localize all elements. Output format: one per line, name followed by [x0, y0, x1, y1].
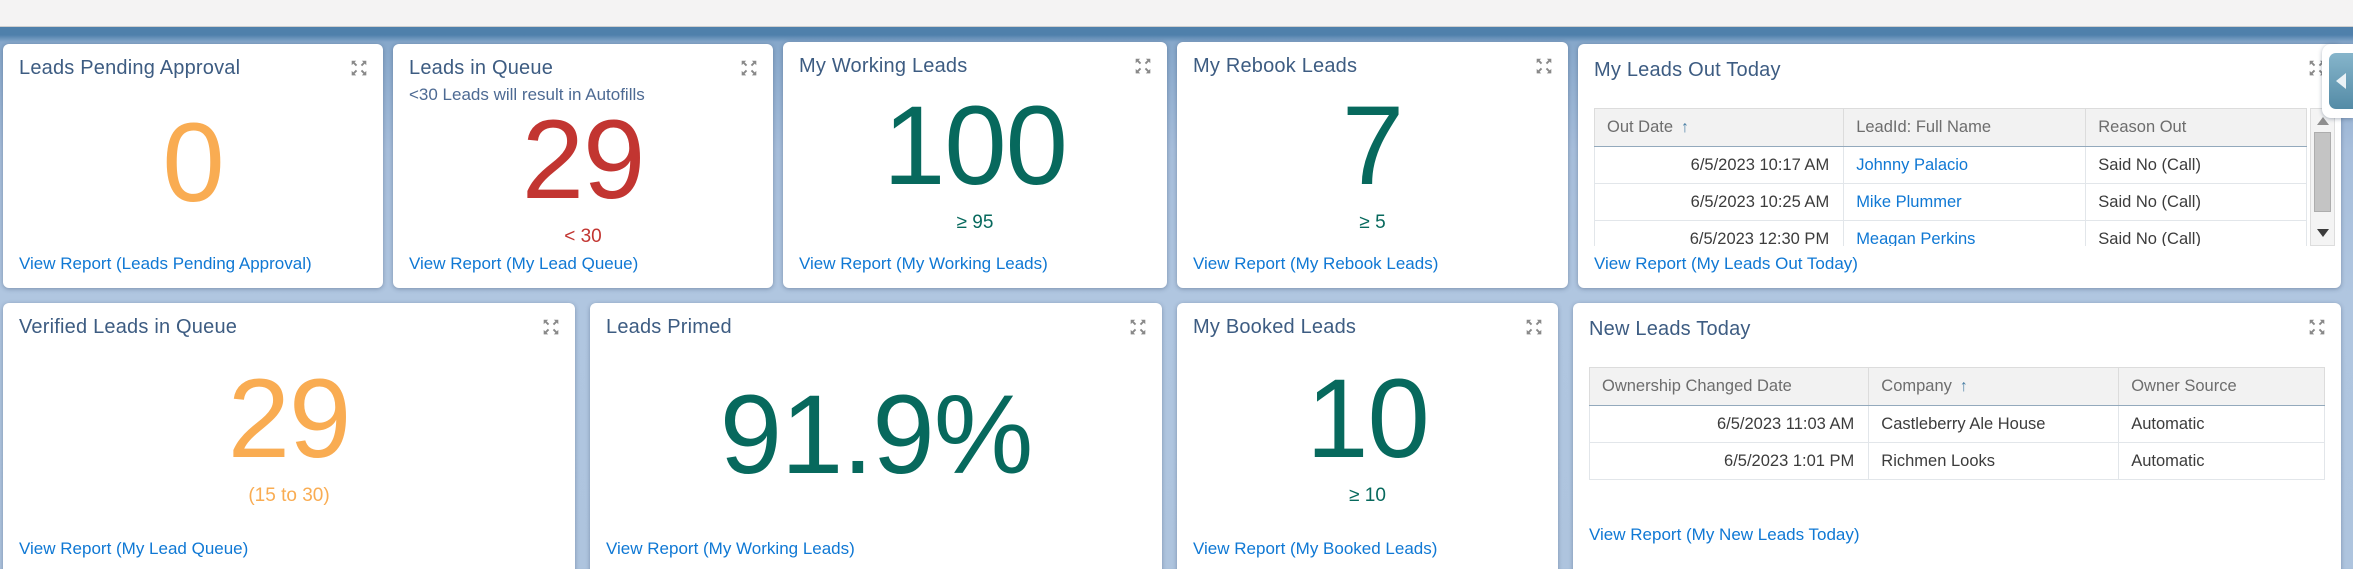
- lead-name-link[interactable]: Mike Plummer: [1843, 183, 2087, 221]
- metric-threshold: (15 to 30): [248, 485, 330, 506]
- metric-threshold: ≥ 95: [956, 212, 994, 233]
- card-my-booked-leads: My Booked Leads 10 ≥ 10 View Report (My …: [1177, 303, 1558, 569]
- ownership-changed-date-cell: 6/5/2023 11:03 AM: [1588, 405, 1870, 443]
- view-report-link[interactable]: View Report (My Leads Out Today): [1594, 254, 1858, 273]
- column-header-out-date[interactable]: Out Date ↑: [1594, 108, 1845, 147]
- card-title: Leads in Queue: [409, 57, 554, 79]
- column-header-owner-source[interactable]: Owner Source: [2118, 367, 2325, 406]
- card-my-rebook-leads: My Rebook Leads 7 ≥ 5 View Report (My Re…: [1177, 42, 1568, 288]
- card-my-leads-out-today: My Leads Out Today Out Date ↑ LeadId: Ful…: [1578, 44, 2341, 288]
- table-header-row: Ownership Changed Date Company ↑ Owner So…: [1588, 367, 2325, 406]
- view-report-link[interactable]: View Report (My Working Leads): [606, 539, 855, 558]
- card-new-leads-today: New Leads Today Ownership Changed Date C…: [1573, 303, 2341, 569]
- card-title: Leads Primed: [606, 316, 732, 338]
- metric-threshold: < 30: [564, 225, 602, 247]
- metric-value: 91.9%: [719, 372, 1034, 497]
- company-cell: Castleberry Ale House: [1868, 405, 2120, 443]
- side-panel-pocket: [2322, 44, 2353, 118]
- scroll-up-button[interactable]: [2311, 111, 2334, 131]
- card-title: My Leads Out Today: [1594, 59, 1781, 81]
- view-report-link[interactable]: View Report (My Rebook Leads): [1193, 254, 1439, 273]
- column-header-leadid-full-name[interactable]: LeadId: Full Name: [1843, 108, 2087, 147]
- metric-value: 100: [883, 83, 1068, 208]
- company-cell: Richmen Looks: [1868, 442, 2120, 480]
- expand-icon[interactable]: [740, 59, 758, 77]
- metric-value: 29: [227, 356, 352, 481]
- metric-threshold: ≥ 10: [1349, 485, 1386, 506]
- view-report-link[interactable]: View Report (My Working Leads): [799, 254, 1048, 273]
- expand-icon[interactable]: [2308, 318, 2326, 336]
- expand-icon[interactable]: [1535, 57, 1553, 75]
- lead-name-link[interactable]: Meagan Perkins: [1843, 220, 2087, 246]
- column-header-reason-out[interactable]: Reason Out: [2085, 108, 2307, 147]
- reason-out-cell: Said No (Call): [2085, 220, 2307, 246]
- metric-value: 10: [1306, 356, 1430, 481]
- reason-out-cell: Said No (Call): [2085, 146, 2307, 184]
- table-row: 6/5/2023 1:01 PM Richmen Looks Automatic: [1588, 442, 2325, 480]
- view-report-link[interactable]: View Report (My Lead Queue): [19, 539, 249, 558]
- card-verified-leads-in-queue: Verified Leads in Queue 29 (15 to 30) Vi…: [3, 303, 575, 569]
- expand-icon[interactable]: [350, 59, 368, 77]
- card-title: Leads Pending Approval: [19, 57, 241, 79]
- column-header-ownership-changed-date[interactable]: Ownership Changed Date: [1588, 367, 1870, 406]
- top-bar: [0, 0, 2353, 27]
- sort-ascending-icon: ↑: [1681, 119, 1690, 136]
- scroll-down-button[interactable]: [2311, 223, 2334, 243]
- out-date-cell: 6/5/2023 12:30 PM: [1594, 220, 1845, 246]
- metric-threshold: ≥ 5: [1359, 212, 1386, 233]
- card-leads-primed: Leads Primed 91.9% View Report (My Worki…: [590, 303, 1162, 569]
- card-leads-pending-approval: Leads Pending Approval 0 View Report (Le…: [3, 44, 383, 288]
- out-date-cell: 6/5/2023 10:25 AM: [1594, 183, 1845, 221]
- column-header-company[interactable]: Company ↑: [1868, 367, 2120, 406]
- ownership-changed-date-cell: 6/5/2023 1:01 PM: [1588, 442, 1870, 480]
- expand-icon[interactable]: [542, 318, 560, 336]
- table-header-row: Out Date ↑ LeadId: Full Name Reason Out: [1594, 108, 2307, 147]
- sort-ascending-icon: ↑: [1959, 378, 1968, 395]
- card-title: My Booked Leads: [1193, 316, 1357, 338]
- lead-name-link[interactable]: Johnny Palacio: [1843, 146, 2087, 184]
- view-report-link[interactable]: View Report (My Booked Leads): [1193, 539, 1438, 558]
- expand-icon[interactable]: [1134, 57, 1152, 75]
- out-date-cell: 6/5/2023 10:17 AM: [1594, 146, 1845, 184]
- table-row: 6/5/2023 10:25 AM Mike Plummer Said No (…: [1594, 183, 2307, 221]
- new-leads-table: Ownership Changed Date Company ↑ Owner So…: [1588, 367, 2325, 480]
- table-row: 6/5/2023 12:30 PM Meagan Perkins Said No…: [1594, 220, 2307, 246]
- leads-out-table: Out Date ↑ LeadId: Full Name Reason Out 6…: [1594, 108, 2307, 246]
- view-report-link[interactable]: View Report (My Lead Queue): [409, 254, 639, 273]
- owner-source-cell: Automatic: [2118, 405, 2325, 443]
- card-leads-in-queue: Leads in Queue <30 Leads will result in …: [393, 44, 773, 288]
- expand-icon[interactable]: [1129, 318, 1147, 336]
- scroll-up-icon: [2316, 117, 2329, 125]
- card-title: New Leads Today: [1589, 318, 1751, 340]
- metric-value: 29: [521, 96, 646, 222]
- view-report-link[interactable]: View Report (My New Leads Today): [1589, 525, 1860, 544]
- scrollbar-thumb[interactable]: [2314, 132, 2331, 212]
- view-report-link[interactable]: View Report (Leads Pending Approval): [19, 254, 312, 273]
- scroll-down-icon: [2316, 229, 2329, 237]
- card-title: My Rebook Leads: [1193, 55, 1358, 77]
- table-scrollbar[interactable]: [2310, 108, 2335, 246]
- chevron-left-icon: [2336, 73, 2346, 89]
- card-title: Verified Leads in Queue: [19, 316, 238, 338]
- table-row: 6/5/2023 10:17 AM Johnny Palacio Said No…: [1594, 146, 2307, 184]
- reason-out-cell: Said No (Call): [2085, 183, 2307, 221]
- expand-icon[interactable]: [1525, 318, 1543, 336]
- side-panel-toggle[interactable]: [2329, 53, 2353, 109]
- card-my-working-leads: My Working Leads 100 ≥ 95 View Report (M…: [783, 42, 1167, 288]
- card-subtitle: <30 Leads will result in Autofills: [409, 85, 645, 104]
- table-row: 6/5/2023 11:03 AM Castleberry Ale House …: [1588, 405, 2325, 443]
- owner-source-cell: Automatic: [2118, 442, 2325, 480]
- card-title: My Working Leads: [799, 55, 968, 77]
- metric-value: 7: [1341, 83, 1404, 208]
- metric-value: 0: [162, 100, 224, 225]
